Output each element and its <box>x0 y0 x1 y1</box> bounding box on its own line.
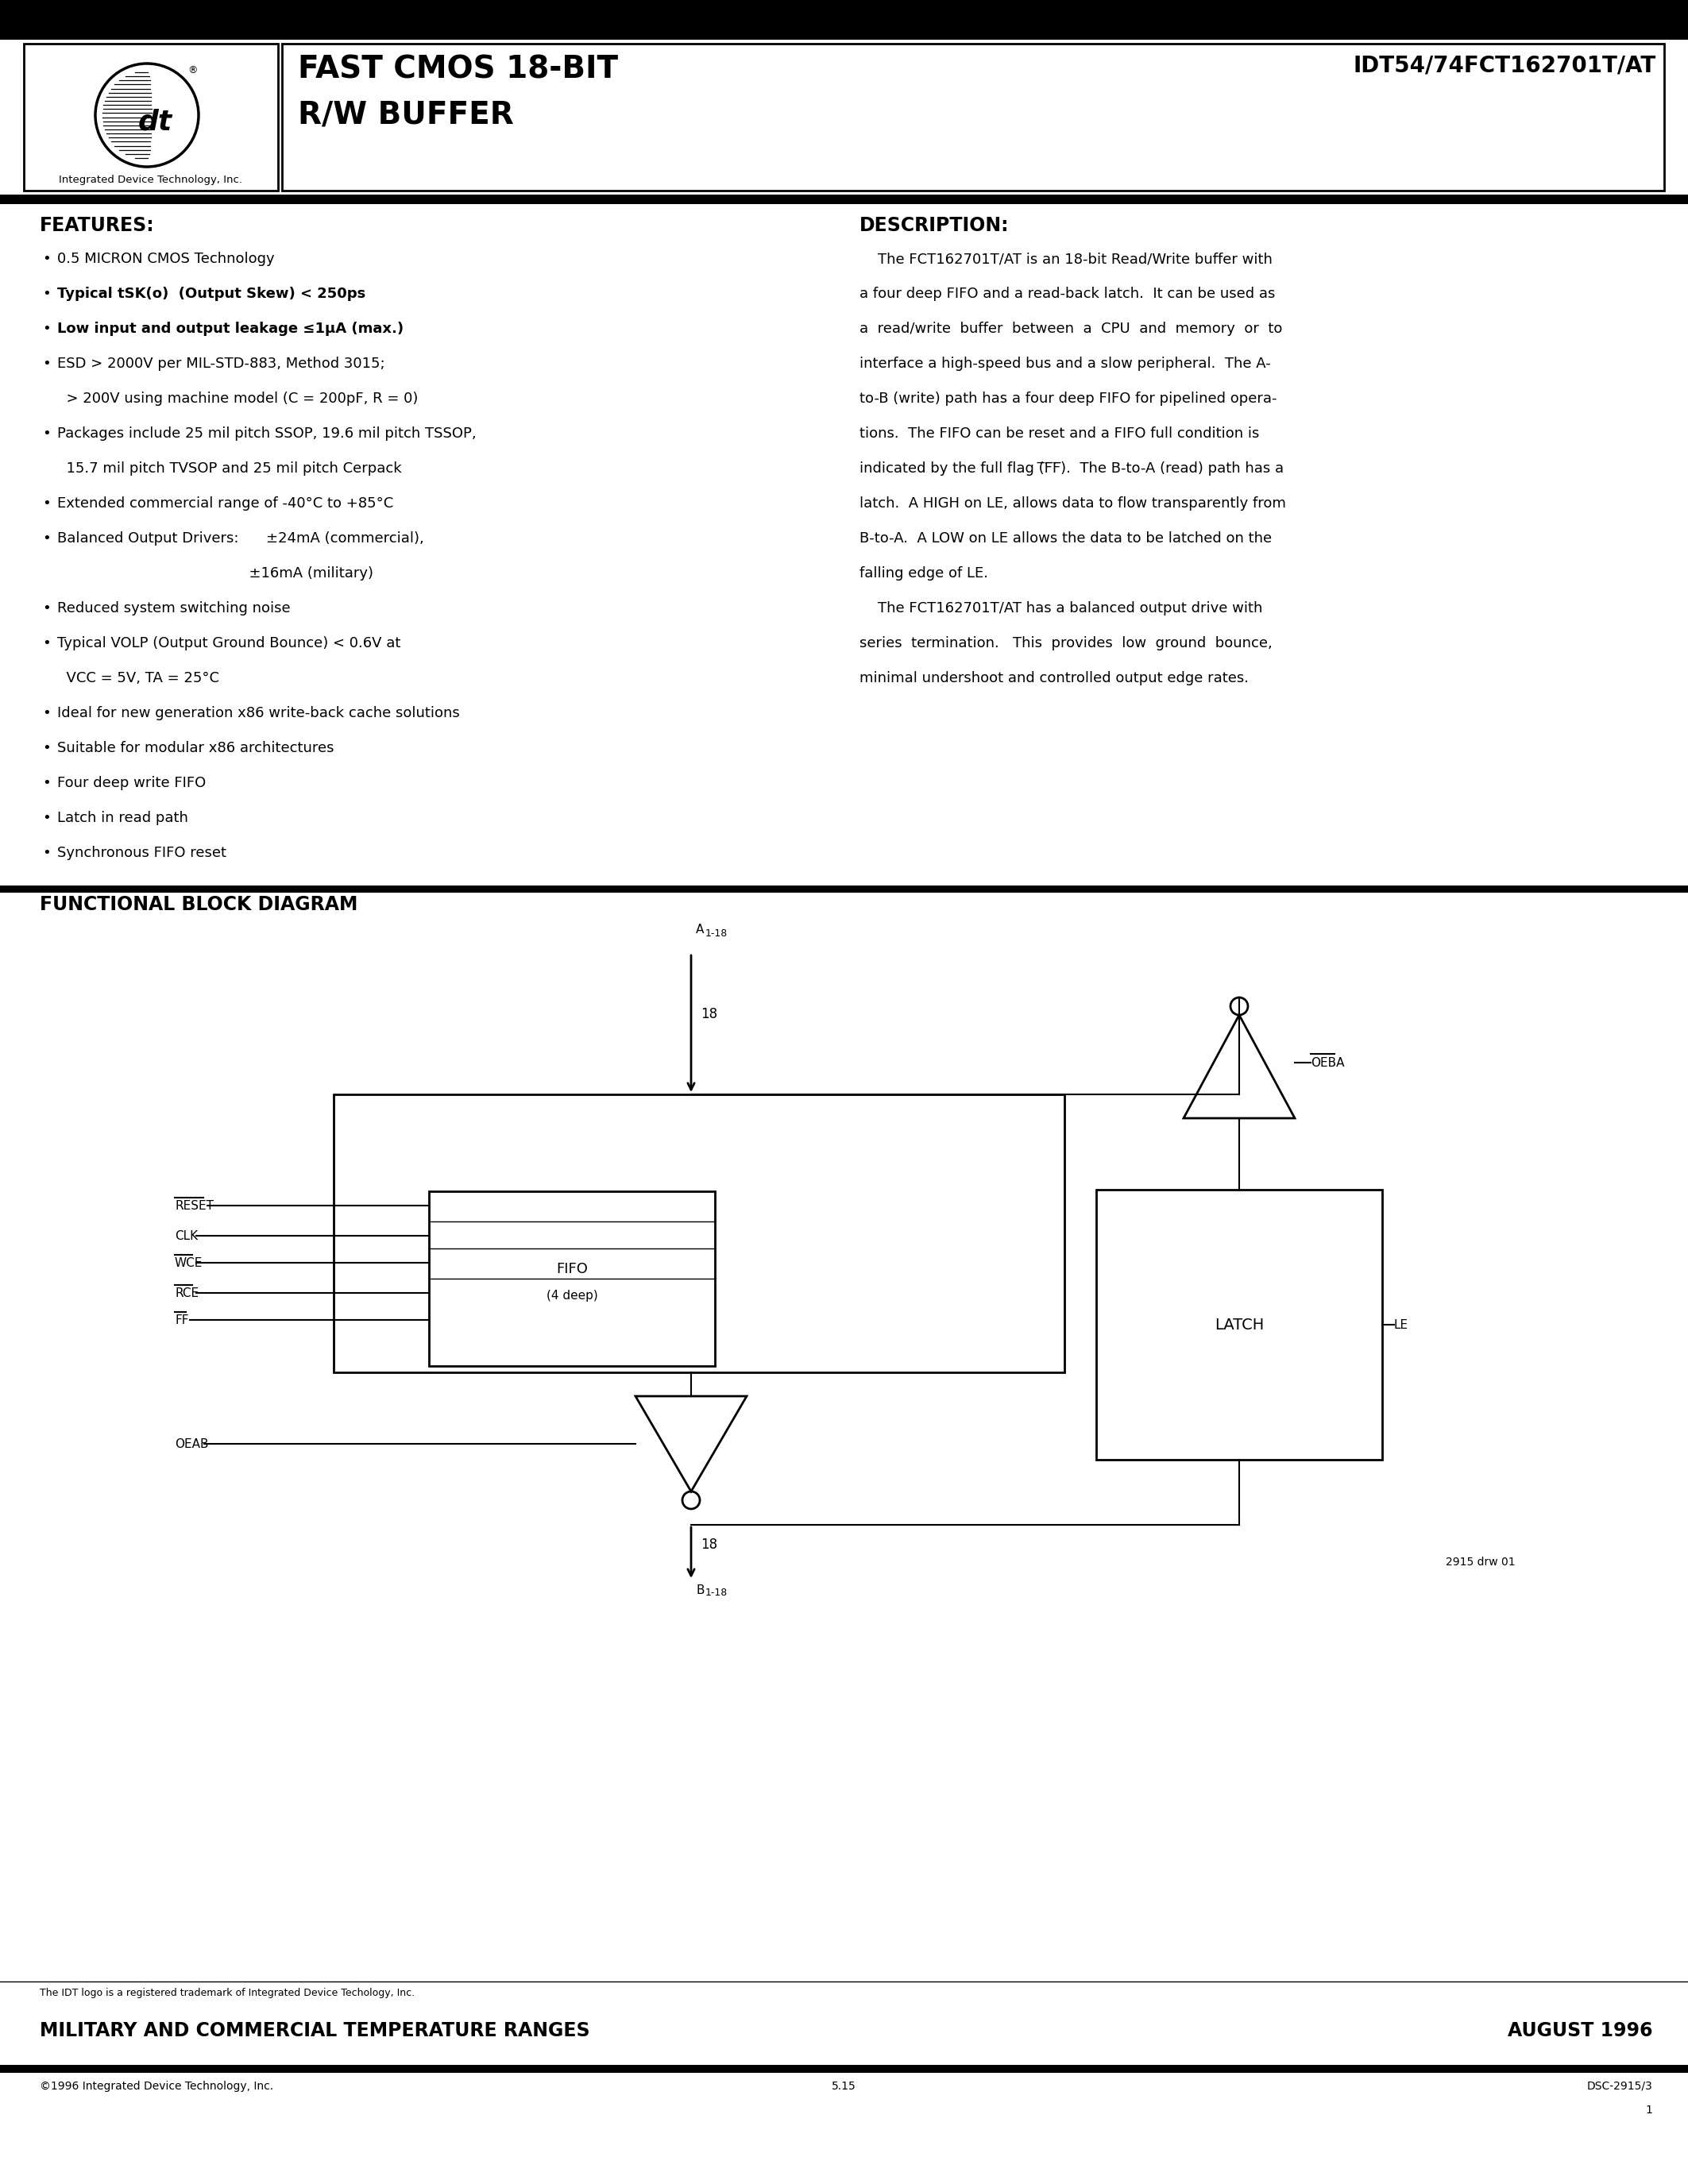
Text: 2915 drw 01: 2915 drw 01 <box>1445 1557 1516 1568</box>
Text: MILITARY AND COMMERCIAL TEMPERATURE RANGES: MILITARY AND COMMERCIAL TEMPERATURE RANG… <box>41 2020 589 2040</box>
Text: Four deep write FIFO: Four deep write FIFO <box>57 775 206 791</box>
Bar <box>0 194 1688 203</box>
Text: Latch in read path: Latch in read path <box>57 810 187 826</box>
Text: 1-18: 1-18 <box>706 1588 728 1599</box>
Text: 18: 18 <box>701 1007 717 1022</box>
Text: LE: LE <box>1394 1319 1408 1330</box>
Text: Low input and output leakage ≤1μA (max.): Low input and output leakage ≤1μA (max.) <box>57 321 403 336</box>
Text: interface a high-speed bus and a slow peripheral.  The A-: interface a high-speed bus and a slow pe… <box>859 356 1271 371</box>
Text: tions.  The FIFO can be reset and a FIFO full condition is: tions. The FIFO can be reset and a FIFO … <box>859 426 1259 441</box>
Text: B: B <box>695 1583 704 1597</box>
Text: •: • <box>42 286 51 301</box>
Text: indicated by the full flag (̅F̅̅F̅).  The B-to-A (read) path has a: indicated by the full flag (̅F̅̅F̅). The… <box>859 461 1285 476</box>
Circle shape <box>101 70 192 159</box>
Text: to-B (write) path has a four deep FIFO for pipelined opera-: to-B (write) path has a four deep FIFO f… <box>859 391 1276 406</box>
Text: a  read/write  buffer  between  a  CPU  and  memory  or  to: a read/write buffer between a CPU and me… <box>859 321 1283 336</box>
Text: Balanced Output Drivers:      ±24mA (commercial),: Balanced Output Drivers: ±24mA (commerci… <box>57 531 424 546</box>
Text: A: A <box>695 924 704 935</box>
Text: ©1996 Integrated Device Technology, Inc.: ©1996 Integrated Device Technology, Inc. <box>41 2081 273 2092</box>
Text: IDT54/74FCT162701T/AT: IDT54/74FCT162701T/AT <box>1354 55 1656 76</box>
Bar <box>24 44 279 190</box>
Text: WCE: WCE <box>176 1256 203 1269</box>
Bar <box>334 1094 1065 1372</box>
Text: ®: ® <box>187 66 197 76</box>
Text: Ideal for new generation x86 write-back cache solutions: Ideal for new generation x86 write-back … <box>57 705 459 721</box>
Text: a four deep FIFO and a read-back latch.  It can be used as: a four deep FIFO and a read-back latch. … <box>859 286 1274 301</box>
Bar <box>0 885 1688 893</box>
Text: •: • <box>42 601 51 616</box>
Text: The FCT162701T/AT has a balanced output drive with: The FCT162701T/AT has a balanced output … <box>859 601 1263 616</box>
Text: Typical VOLP (Output Ground Bounce) < 0.6V at: Typical VOLP (Output Ground Bounce) < 0.… <box>57 636 400 651</box>
Text: LATCH: LATCH <box>1214 1317 1264 1332</box>
Text: The IDT logo is a registered trademark of Integrated Device Techology, Inc.: The IDT logo is a registered trademark o… <box>41 1987 415 1998</box>
Bar <box>429 1190 716 1365</box>
Text: (4 deep): (4 deep) <box>547 1291 598 1302</box>
Text: Synchronous FIFO reset: Synchronous FIFO reset <box>57 845 226 860</box>
Text: FAST CMOS 18-BIT: FAST CMOS 18-BIT <box>297 55 618 85</box>
Text: DESCRIPTION:: DESCRIPTION: <box>859 216 1009 236</box>
Text: dt: dt <box>138 107 172 135</box>
Text: 5.15: 5.15 <box>832 2081 856 2092</box>
Text: RESET: RESET <box>176 1199 214 1212</box>
Text: B-to-A.  A LOW on LE allows the data to be latched on the: B-to-A. A LOW on LE allows the data to b… <box>859 531 1271 546</box>
Text: •: • <box>42 810 51 826</box>
Text: R/W BUFFER: R/W BUFFER <box>297 98 513 129</box>
Text: 1-18: 1-18 <box>706 928 728 939</box>
Text: •: • <box>42 496 51 511</box>
Text: FF: FF <box>176 1315 189 1326</box>
Text: •: • <box>42 356 51 371</box>
Text: Typical tSK(o)  (Output Skew) < 250ps: Typical tSK(o) (Output Skew) < 250ps <box>57 286 366 301</box>
Text: OEBA: OEBA <box>1310 1057 1344 1068</box>
Bar <box>1096 1190 1382 1459</box>
Text: AUGUST 1996: AUGUST 1996 <box>1507 2020 1653 2040</box>
Text: •: • <box>42 426 51 441</box>
Text: 15.7 mil pitch TVSOP and 25 mil pitch Cerpack: 15.7 mil pitch TVSOP and 25 mil pitch Ce… <box>57 461 402 476</box>
Text: FUNCTIONAL BLOCK DIAGRAM: FUNCTIONAL BLOCK DIAGRAM <box>41 895 358 915</box>
Text: 1: 1 <box>1646 2105 1653 2116</box>
Text: •: • <box>42 845 51 860</box>
Text: CLK: CLK <box>176 1230 197 1243</box>
Text: •: • <box>42 775 51 791</box>
Text: 18: 18 <box>701 1538 717 1553</box>
Text: VCC = 5V, TA = 25°C: VCC = 5V, TA = 25°C <box>57 670 219 686</box>
Text: •: • <box>42 705 51 721</box>
Text: Integrated Device Technology, Inc.: Integrated Device Technology, Inc. <box>59 175 243 186</box>
Text: •: • <box>42 531 51 546</box>
Text: latch.  A HIGH on LE, allows data to flow transparently from: latch. A HIGH on LE, allows data to flow… <box>859 496 1286 511</box>
Text: DSC-2915/3: DSC-2915/3 <box>1587 2081 1653 2092</box>
Text: OEAB: OEAB <box>176 1437 209 1450</box>
Text: ESD > 2000V per MIL-STD-883, Method 3015;: ESD > 2000V per MIL-STD-883, Method 3015… <box>57 356 385 371</box>
Text: Packages include 25 mil pitch SSOP, 19.6 mil pitch TSSOP,: Packages include 25 mil pitch SSOP, 19.6… <box>57 426 476 441</box>
Bar <box>282 44 1664 190</box>
Text: Extended commercial range of -40°C to +85°C: Extended commercial range of -40°C to +8… <box>57 496 393 511</box>
Text: The FCT162701T/AT is an 18-bit Read/Write buffer with: The FCT162701T/AT is an 18-bit Read/Writ… <box>859 251 1273 266</box>
Text: RCE: RCE <box>176 1286 199 1299</box>
Bar <box>0 2064 1688 2073</box>
Text: Reduced system switching noise: Reduced system switching noise <box>57 601 290 616</box>
Bar <box>0 0 1688 39</box>
Text: •: • <box>42 636 51 651</box>
Text: minimal undershoot and controlled output edge rates.: minimal undershoot and controlled output… <box>859 670 1249 686</box>
Text: FEATURES:: FEATURES: <box>41 216 155 236</box>
Text: ±16mA (military): ±16mA (military) <box>57 566 373 581</box>
Text: Suitable for modular x86 architectures: Suitable for modular x86 architectures <box>57 740 334 756</box>
Text: •: • <box>42 321 51 336</box>
Text: falling edge of LE.: falling edge of LE. <box>859 566 987 581</box>
Text: > 200V using machine model (C = 200pF, R = 0): > 200V using machine model (C = 200pF, R… <box>57 391 419 406</box>
Text: •: • <box>42 251 51 266</box>
Text: •: • <box>42 740 51 756</box>
Text: 0.5 MICRON CMOS Technology: 0.5 MICRON CMOS Technology <box>57 251 275 266</box>
Text: FIFO: FIFO <box>555 1262 587 1275</box>
Text: series  termination.   This  provides  low  ground  bounce,: series termination. This provides low gr… <box>859 636 1273 651</box>
